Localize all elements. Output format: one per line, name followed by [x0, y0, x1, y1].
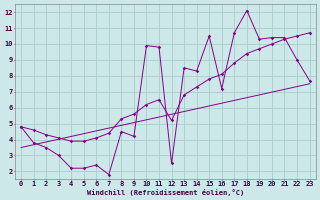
X-axis label: Windchill (Refroidissement éolien,°C): Windchill (Refroidissement éolien,°C) — [87, 189, 244, 196]
